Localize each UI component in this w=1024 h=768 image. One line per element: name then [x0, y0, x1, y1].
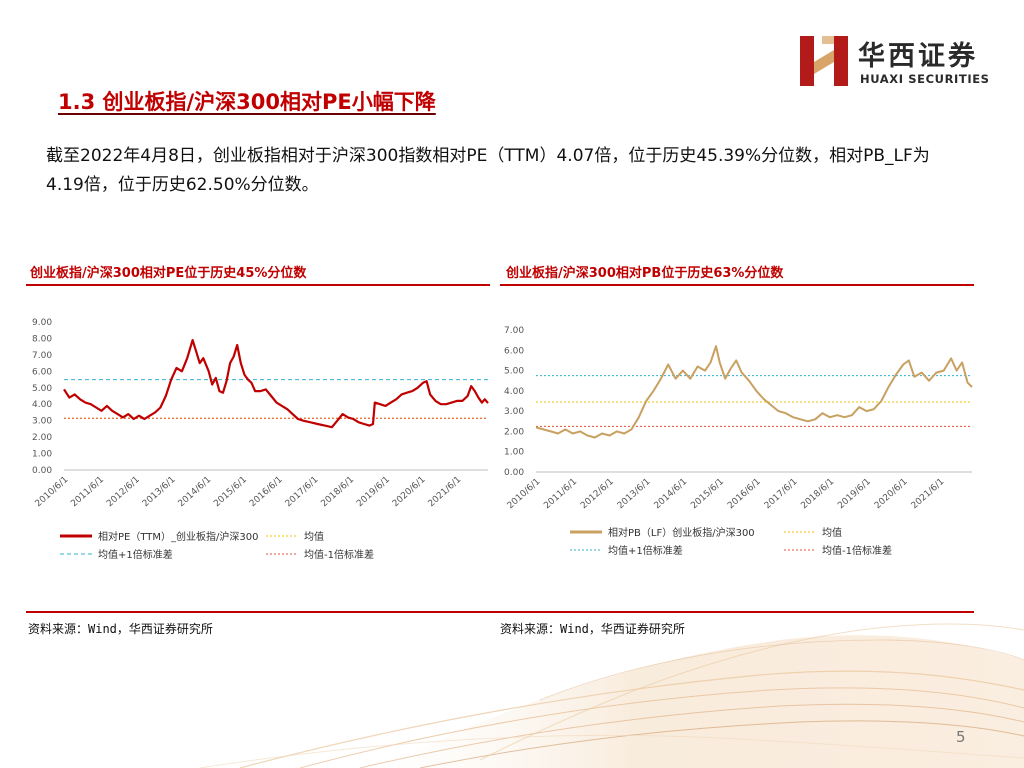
y-tick-label: 2.00 — [32, 433, 52, 443]
slide-title: 1.3 创业板指/沪深300相对PE小幅下降 — [58, 90, 436, 114]
legend-label: 均值+1倍标准差 — [608, 544, 683, 557]
x-tick-label: 2017/6/1 — [284, 475, 321, 509]
legend-label: 均值 — [822, 526, 842, 539]
legend-label: 均值-1倍标准差 — [822, 544, 892, 557]
x-tick-label: 2014/6/1 — [177, 475, 214, 509]
x-tick-label: 2019/6/1 — [836, 477, 873, 511]
x-tick-label: 2015/6/1 — [689, 477, 726, 511]
y-tick-label: 2.00 — [504, 427, 524, 437]
y-tick-label: 3.00 — [504, 407, 524, 417]
y-tick-label: 5.00 — [32, 384, 52, 394]
y-tick-label: 7.00 — [504, 326, 524, 336]
x-tick-label: 2021/6/1 — [910, 477, 947, 511]
bottom-rule — [26, 611, 974, 613]
y-tick-label: 1.00 — [32, 450, 52, 460]
slide-body-text: 截至2022年4月8日，创业板指相对于沪深300指数相对PE（TTM）4.07倍… — [46, 146, 930, 195]
series-line — [535, 345, 973, 439]
pe-chart-title: 创业板指/沪深300相对PE位于历史45%分位数 — [30, 266, 307, 281]
x-tick-label: 2020/6/1 — [391, 475, 428, 509]
pe-chart: 0.00 1.00 2.00 3.00 4.00 5.00 6.00 7.00 8.00 9.00… — [32, 318, 489, 561]
x-tick-label: 2021/6/1 — [427, 475, 464, 509]
y-tick-label: 1.00 — [504, 448, 524, 458]
y-tick-label: 0.00 — [504, 468, 524, 478]
y-tick-label: 6.00 — [32, 367, 52, 377]
huaxi-logo: 华西证券 HUAXI SECURITIES — [798, 32, 1008, 90]
x-tick-label: 2015/6/1 — [212, 475, 249, 509]
y-tick-label: 5.00 — [504, 367, 524, 377]
x-tick-label: 2017/6/1 — [763, 477, 800, 511]
page-number: 5 — [956, 728, 966, 746]
legend-label: 均值 — [304, 530, 324, 543]
right-chart-top-rule — [500, 284, 974, 286]
x-tick-label: 2019/6/1 — [355, 475, 392, 509]
y-tick-label: 7.00 — [32, 351, 52, 361]
x-tick-label: 2011/6/1 — [542, 477, 579, 511]
x-tick-label: 2012/6/1 — [579, 477, 616, 511]
x-tick-label: 2016/6/1 — [726, 477, 763, 511]
x-tick-label: 2014/6/1 — [653, 477, 690, 511]
x-tick-label: 2018/6/1 — [319, 475, 356, 509]
x-tick-label: 2016/6/1 — [248, 475, 285, 509]
left-chart-top-rule — [26, 284, 490, 286]
y-tick-label: 0.00 — [32, 466, 52, 476]
x-tick-label: 2011/6/1 — [69, 475, 106, 509]
x-tick-label: 2013/6/1 — [141, 475, 178, 509]
x-tick-label: 2010/6/1 — [34, 475, 71, 509]
brand-name-cn: 华西证券 — [858, 41, 978, 72]
pb-chart: 0.00 1.00 2.00 3.00 4.00 5.00 6.00 7.00 2010/6/1… — [504, 326, 973, 557]
x-tick-label: 2010/6/1 — [506, 477, 543, 511]
brand-name-en: HUAXI SECURITIES — [860, 72, 990, 86]
pb-chart-title: 创业板指/沪深300相对PB位于历史63%分位数 — [506, 266, 784, 281]
y-tick-label: 8.00 — [32, 334, 52, 344]
legend-label: 相对PB（LF）创业板指/沪深300 — [608, 526, 755, 539]
huaxi-logo-mark-icon — [800, 36, 848, 86]
legend-label: 相对PE（TTM）_创业板指/沪深300 — [98, 530, 258, 543]
pe-chart-source: 资料来源：Wind，华西证券研究所 — [28, 622, 213, 636]
y-tick-label: 4.00 — [504, 387, 524, 397]
x-tick-label: 2020/6/1 — [873, 477, 910, 511]
series-line — [63, 339, 489, 429]
legend-label: 均值-1倍标准差 — [304, 548, 374, 561]
legend-label: 均值+1倍标准差 — [98, 548, 173, 561]
y-tick-label: 3.00 — [32, 417, 52, 427]
y-tick-label: 4.00 — [32, 400, 52, 410]
y-tick-label: 9.00 — [32, 318, 52, 328]
x-tick-label: 2018/6/1 — [799, 477, 836, 511]
pb-chart-source: 资料来源：Wind，华西证券研究所 — [500, 622, 685, 636]
x-tick-label: 2012/6/1 — [105, 475, 142, 509]
x-tick-label: 2013/6/1 — [616, 477, 653, 511]
y-tick-label: 6.00 — [504, 346, 524, 356]
